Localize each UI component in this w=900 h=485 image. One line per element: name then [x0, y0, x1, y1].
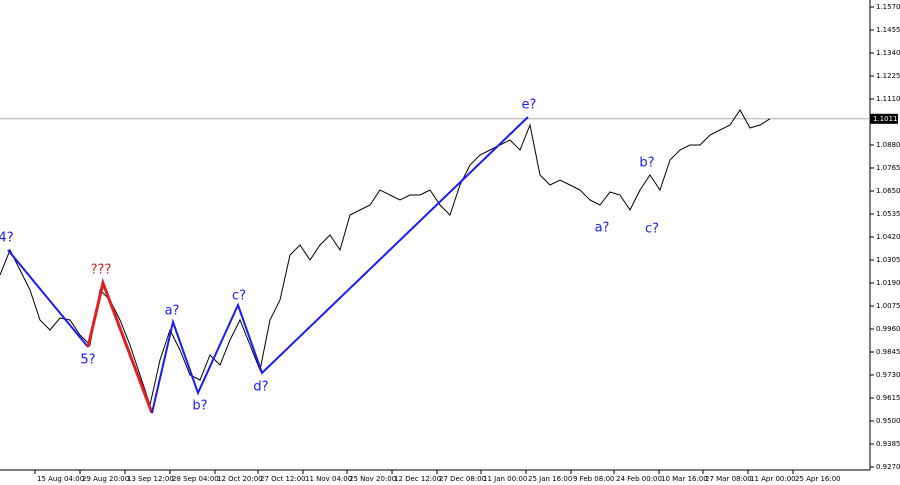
price-label: 1.1011 [873, 115, 898, 123]
wave-label: a? [165, 304, 180, 319]
x-tick-label: 24 Feb 00:00 [616, 475, 662, 483]
x-tick-label: 9 Feb 08:00 [573, 475, 614, 483]
y-tick-label: 0.9385 [876, 440, 900, 448]
y-tick-label: 1.0190 [876, 279, 900, 287]
y-tick-label: 0.9500 [876, 417, 900, 425]
price-line-series [0, 109, 771, 407]
x-tick-label: 11 Jan 00:00 [483, 475, 527, 483]
y-tick-label: 0.9960 [876, 325, 900, 333]
y-tick-label: 1.0420 [876, 233, 900, 241]
x-tick-label: 13 Sep 12:00 [127, 475, 174, 483]
wave-line [86, 277, 154, 414]
x-tick-label: 11 Apr 00:00 [750, 475, 796, 483]
wave-label: d? [253, 380, 268, 395]
x-tick-label: 12 Oct 20:00 [217, 475, 263, 483]
x-tick-label: 28 Sep 04:00 [172, 475, 219, 483]
x-tick-label: 25 Apr 16:00 [795, 475, 841, 483]
x-tick-label: 25 Nov 20:00 [349, 475, 396, 483]
wave-label: 5? [80, 353, 95, 368]
y-tick-label: 1.1570 [876, 3, 900, 11]
x-tick-label: 27 Oct 12:00 [260, 475, 306, 483]
y-tick-label: 1.0765 [876, 164, 900, 172]
x-tick-label: 25 Jan 16:00 [528, 475, 572, 483]
wave-label: 4? [0, 231, 14, 246]
wave-label: e? [522, 98, 537, 113]
y-tick-label: 1.0075 [876, 302, 900, 310]
wave-label: a? [595, 221, 610, 236]
y-tick-label: 1.0880 [876, 141, 900, 149]
y-tick-label: 1.1455 [876, 26, 900, 34]
y-tick-label: 1.1225 [876, 72, 900, 80]
wave-line [7, 249, 89, 348]
wave-label: c? [645, 222, 659, 237]
y-tick-label: 0.9845 [876, 348, 900, 356]
x-tick-label: 12 Dec 12:00 [394, 475, 441, 483]
y-tick-label: 1.0305 [876, 256, 900, 264]
price-tag [870, 113, 898, 124]
y-tick-label: 0.9730 [876, 371, 900, 379]
y-tick-label: 1.1340 [876, 49, 900, 57]
x-tick-label: 29 Aug 20:00 [82, 475, 129, 483]
x-tick-label: 11 Nov 04:00 [305, 475, 352, 483]
x-tick-label: 27 Mar 08:00 [705, 475, 752, 483]
wave-label: b? [192, 399, 207, 414]
x-tick-label: 15 Aug 04:00 [37, 475, 84, 483]
wave-label: b? [639, 156, 654, 171]
wave-label: ??? [91, 263, 112, 278]
y-tick-label: 1.0650 [876, 187, 900, 195]
wave-line [151, 116, 529, 414]
wave-label: c? [232, 289, 246, 304]
y-tick-label: 1.0535 [876, 210, 900, 218]
y-tick-label: 0.9615 [876, 394, 900, 402]
x-tick-label: 27 Dec 08:00 [439, 475, 486, 483]
x-tick-label: 10 Mar 16:00 [661, 475, 708, 483]
y-tick-label: 0.9270 [876, 463, 900, 471]
y-tick-label: 1.1110 [876, 95, 900, 103]
